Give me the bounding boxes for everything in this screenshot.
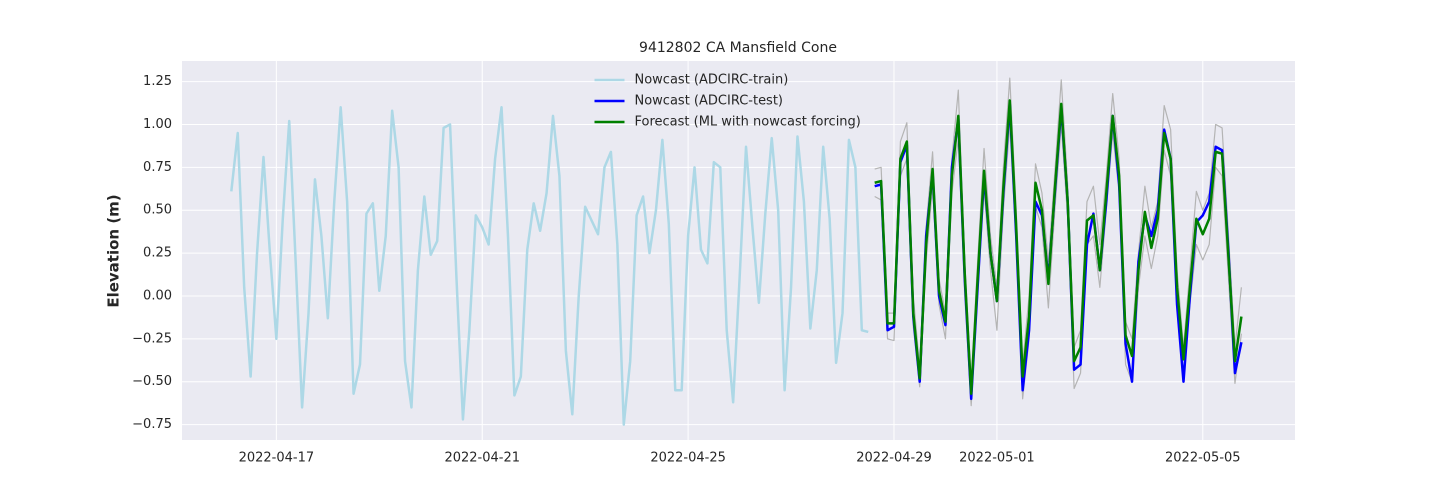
y-tick-label: −0.25 [132,331,172,346]
y-tick-label: 1.00 [143,117,172,132]
y-tick-label: 0.00 [143,288,172,303]
y-tick-label: 0.75 [143,160,172,175]
x-tick-label: 2022-04-25 [650,451,726,466]
x-tick-label: 2022-04-17 [239,451,315,466]
legend-label: Forecast (ML with nowcast forcing) [635,115,861,130]
x-tick-label: 2022-04-29 [856,451,932,466]
y-tick-label: 0.25 [143,246,172,261]
y-tick-label: 0.50 [143,203,172,218]
legend-label: Nowcast (ADCIRC-test) [635,94,784,109]
chart-title: 9412802 CA Mansfield Cone [639,40,837,56]
x-tick-label: 2022-05-05 [1165,451,1241,466]
x-tick-label: 2022-04-21 [444,451,520,466]
y-tick-label: −0.75 [132,417,172,432]
y-tick-label: 1.25 [143,74,172,89]
legend: Nowcast (ADCIRC-train) Nowcast (ADCIRC-te… [594,73,861,130]
legend-label: Nowcast (ADCIRC-train) [635,73,789,88]
data-line [874,99,1243,395]
y-tick-label: −0.50 [132,374,172,389]
y-axis-label: Elevation (m) [105,194,123,307]
data-line [230,106,869,426]
x-tick-label: 2022-05-01 [959,451,1035,466]
